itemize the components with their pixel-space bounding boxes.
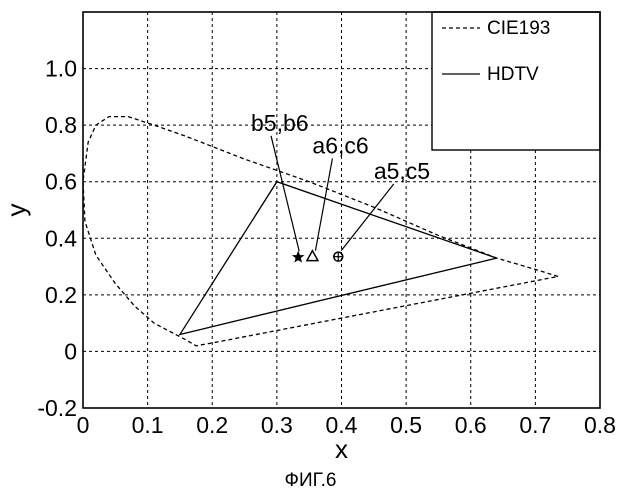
annotation-label: a6,c6 [312, 132, 368, 158]
marker-triangle [307, 251, 318, 261]
x-tick-label: 0.6 [455, 412, 487, 438]
x-tick-label: 0.1 [132, 412, 164, 438]
y-tick-label: 0 [64, 338, 77, 364]
x-tick-label: 0.3 [261, 412, 293, 438]
x-tick-label: 0.7 [519, 412, 551, 438]
chart: b5,b6a6,c6a5,c5 0 0.1 0.2 0.3 0.4 0.5 0.6 0.7 0.… [0, 0, 621, 470]
legend-label-cie193: CIE193 [487, 18, 550, 39]
legend-label-hdtv: HDTV [487, 64, 539, 85]
annotations: b5,b6a6,c6a5,c5 [251, 110, 430, 262]
marker-star [293, 252, 303, 262]
y-tick-label: 0.2 [45, 282, 77, 308]
x-tick-label: 0.8 [584, 412, 616, 438]
annotation-label: a5,c5 [374, 158, 430, 184]
y-tick-label: -0.2 [37, 395, 77, 421]
y-tick-label: 1.0 [45, 56, 77, 82]
x-tick-label: 0.2 [196, 412, 228, 438]
x-tick-label: 0 [77, 412, 90, 438]
legend: CIE193 HDTV [432, 12, 600, 150]
y-tick-label: 0.6 [45, 169, 77, 195]
y-tick-label: 0.8 [45, 112, 77, 138]
x-tick-label: 0.5 [390, 412, 422, 438]
figure-caption: ФИГ.6 [0, 470, 621, 492]
annotation-pointer [315, 158, 332, 250]
y-tick-label: 0.4 [45, 225, 77, 251]
y-axis-label: y [1, 204, 31, 217]
annotation-label: b5,b6 [251, 110, 309, 136]
x-axis-label: x [335, 434, 348, 464]
annotation-pointer [341, 184, 394, 251]
annotation-pointer [271, 136, 299, 251]
